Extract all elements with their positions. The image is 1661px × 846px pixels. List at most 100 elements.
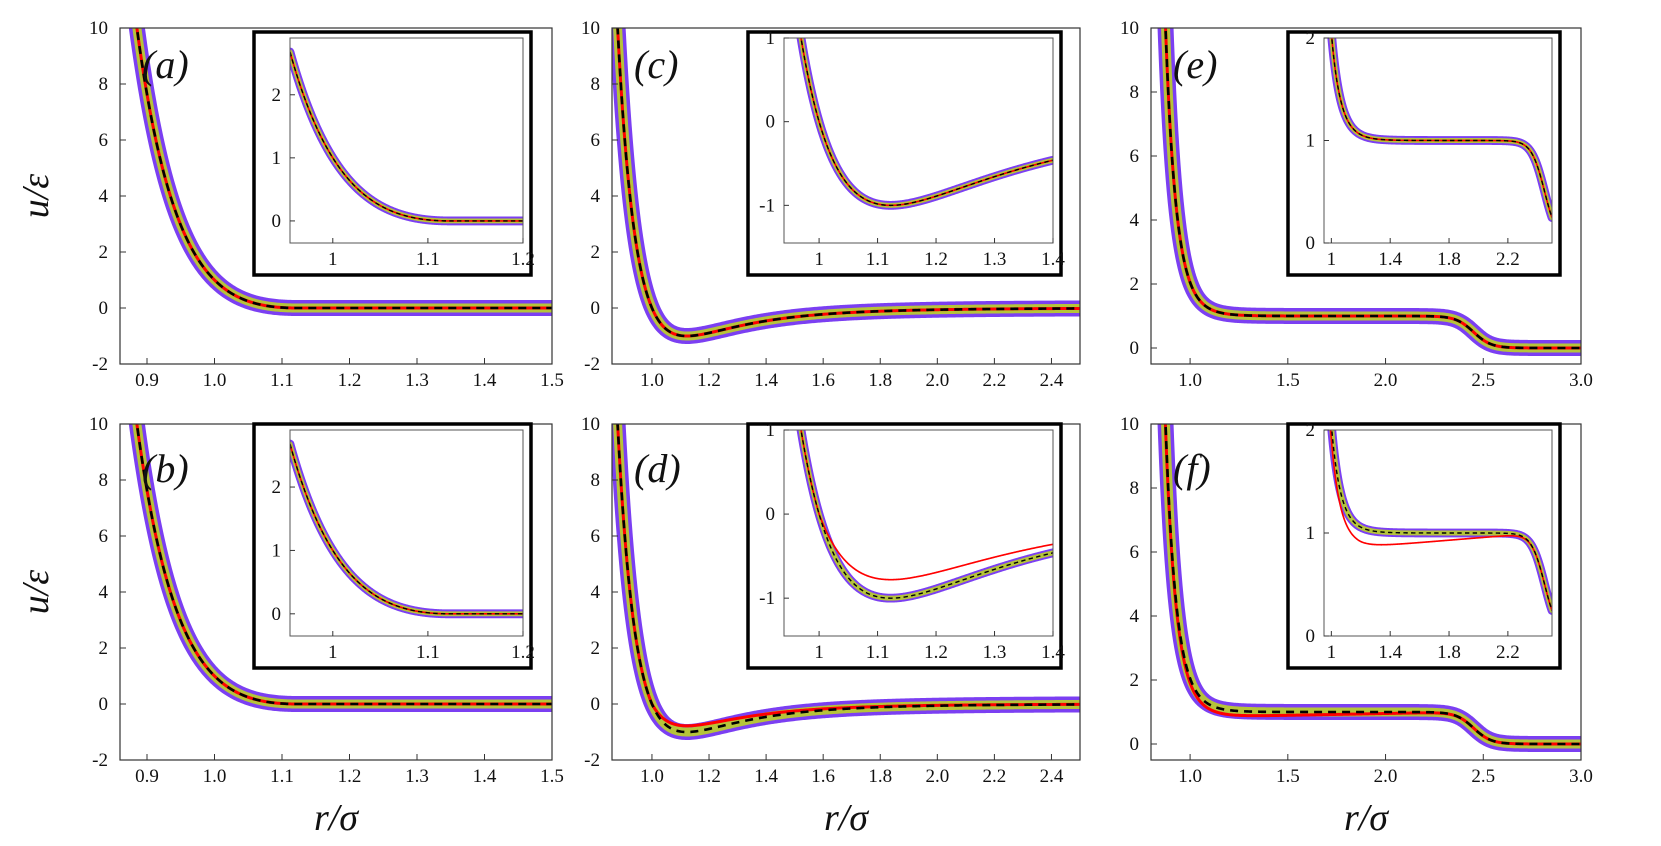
x-tick-label: 1.1 (270, 766, 294, 787)
inset-y-tick-label: 0 (766, 112, 776, 133)
inset-y-tick-label: 2 (272, 85, 282, 106)
inset-y-tick-label: -1 (759, 195, 775, 216)
inset-y-tick-label: 1 (1306, 523, 1316, 544)
x-tick-label: 1.3 (405, 766, 429, 787)
main-a-dashed-line (135, 28, 552, 310)
x-tick-label: 1.1 (270, 370, 294, 391)
panel-label-d: (d) (634, 446, 681, 491)
y-tick-label: 4 (99, 582, 109, 603)
main-d-dashed-line (616, 424, 1080, 734)
x-tick-label: 1.0 (203, 766, 227, 787)
y-tick-label: 2 (1130, 274, 1140, 295)
inset-y-tick-label: 2 (1306, 420, 1316, 441)
x-tick-label: 1.2 (697, 766, 721, 787)
y-tick-label: 10 (1120, 18, 1139, 39)
x-tick-label: 1.0 (640, 766, 664, 787)
inset-x-tick-label: 1 (814, 642, 824, 663)
y-tick-label: 6 (99, 130, 109, 151)
inset-x-tick-label: 1.2 (511, 249, 535, 270)
y-tick-label: 0 (1130, 338, 1140, 359)
y-tick-label: -2 (584, 354, 600, 375)
x-tick-label: 2.0 (1374, 766, 1398, 787)
y-tick-label: 8 (99, 470, 109, 491)
inset-b: 1 1.1 1.2 0 1 2 (252, 422, 535, 670)
x-tick-label: 1.0 (640, 370, 664, 391)
x-tick-label: 1.5 (1276, 370, 1300, 391)
inset-y-tick-label: 2 (272, 477, 282, 498)
y-tick-label: 6 (99, 526, 109, 547)
x-tick-label: 1.4 (754, 370, 778, 391)
y-tick-label: 4 (99, 186, 109, 207)
inset-frame (746, 422, 1063, 670)
inset-x-tick-label: 1.4 (1378, 249, 1402, 270)
x-tick-label: 2.2 (983, 370, 1007, 391)
inset-x-tick-label: 1.3 (983, 642, 1007, 663)
y-tick-label: 0 (99, 298, 109, 319)
y-tick-label: -2 (584, 750, 600, 771)
inset-x-tick-label: 1.1 (866, 642, 890, 663)
inset-y-tick-label: 2 (1306, 28, 1316, 49)
x-tick-label: 2.0 (925, 766, 949, 787)
inset-x-tick-label: 1 (1327, 642, 1337, 663)
inset-x-tick-label: 2.2 (1496, 642, 1520, 663)
inset-x-tick-label: 1 (328, 249, 338, 270)
inset-a-curves (290, 47, 523, 226)
y-tick-label: 2 (591, 638, 601, 659)
inset-axes-frame (783, 37, 1054, 244)
inset-y-tick-label: 0 (272, 211, 282, 232)
panel-b-curves (128, 424, 552, 712)
inset-b-curves (290, 439, 523, 619)
x-tick-label: 1.4 (473, 370, 497, 391)
inset-d-dashed-line (800, 430, 1053, 599)
y-tick-label: 4 (591, 186, 601, 207)
y-tick-label: 8 (1130, 478, 1140, 499)
x-tick-label: 1.6 (811, 766, 835, 787)
y-tick-label: 2 (99, 638, 109, 659)
inset-frame (1286, 30, 1562, 277)
x-axis-label: r/σ (1344, 797, 1389, 839)
x-tick-label: 1.0 (1178, 370, 1202, 391)
x-tick-label: 2.5 (1471, 766, 1495, 787)
x-tick-label: 2.0 (925, 370, 949, 391)
y-tick-label: 10 (581, 18, 600, 39)
inset-x-tick-label: 1.8 (1437, 642, 1461, 663)
x-tick-label: 2.4 (1040, 766, 1064, 787)
inset-axes-frame (289, 37, 524, 244)
x-tick-label: 1.5 (1276, 766, 1300, 787)
panel-label-f: (f) (1173, 446, 1211, 491)
inset-x-tick-label: 1 (814, 249, 824, 270)
x-tick-label: 0.9 (135, 766, 159, 787)
inset-a-dashed-line (290, 51, 523, 222)
x-tick-label: 2.0 (1374, 370, 1398, 391)
x-axis-label: r/σ (314, 797, 359, 839)
inset-x-tick-label: 1.4 (1041, 249, 1065, 270)
x-tick-label: 1.8 (868, 766, 892, 787)
inset-b-dashed-line (290, 443, 523, 615)
x-tick-label: 2.5 (1471, 370, 1495, 391)
y-tick-label: 10 (89, 18, 108, 39)
inset-x-tick-label: 1.1 (416, 249, 440, 270)
x-tick-label: 2.4 (1040, 370, 1064, 391)
y-tick-label: 8 (591, 470, 601, 491)
inset-x-tick-label: 1 (1327, 249, 1337, 270)
x-tick-label: 3.0 (1569, 766, 1593, 787)
y-tick-label: 6 (1130, 542, 1140, 563)
inset-d-curves (796, 430, 1053, 603)
inset-axes-frame (289, 429, 524, 637)
inset-y-tick-label: 0 (1306, 233, 1316, 254)
x-tick-label: 1.0 (1178, 766, 1202, 787)
y-tick-label: 6 (591, 130, 601, 151)
panel-e-frame (1150, 27, 1582, 365)
y-tick-label: 4 (1130, 210, 1140, 231)
y-tick-label: 6 (1130, 146, 1140, 167)
y-tick-label: 8 (591, 74, 601, 95)
y-tick-label: -2 (92, 354, 108, 375)
inset-y-tick-label: 0 (1306, 626, 1316, 647)
x-tick-label: 1.4 (754, 766, 778, 787)
main-f-dashed-line (1164, 424, 1581, 746)
main-e-dashed-line (1164, 28, 1581, 350)
